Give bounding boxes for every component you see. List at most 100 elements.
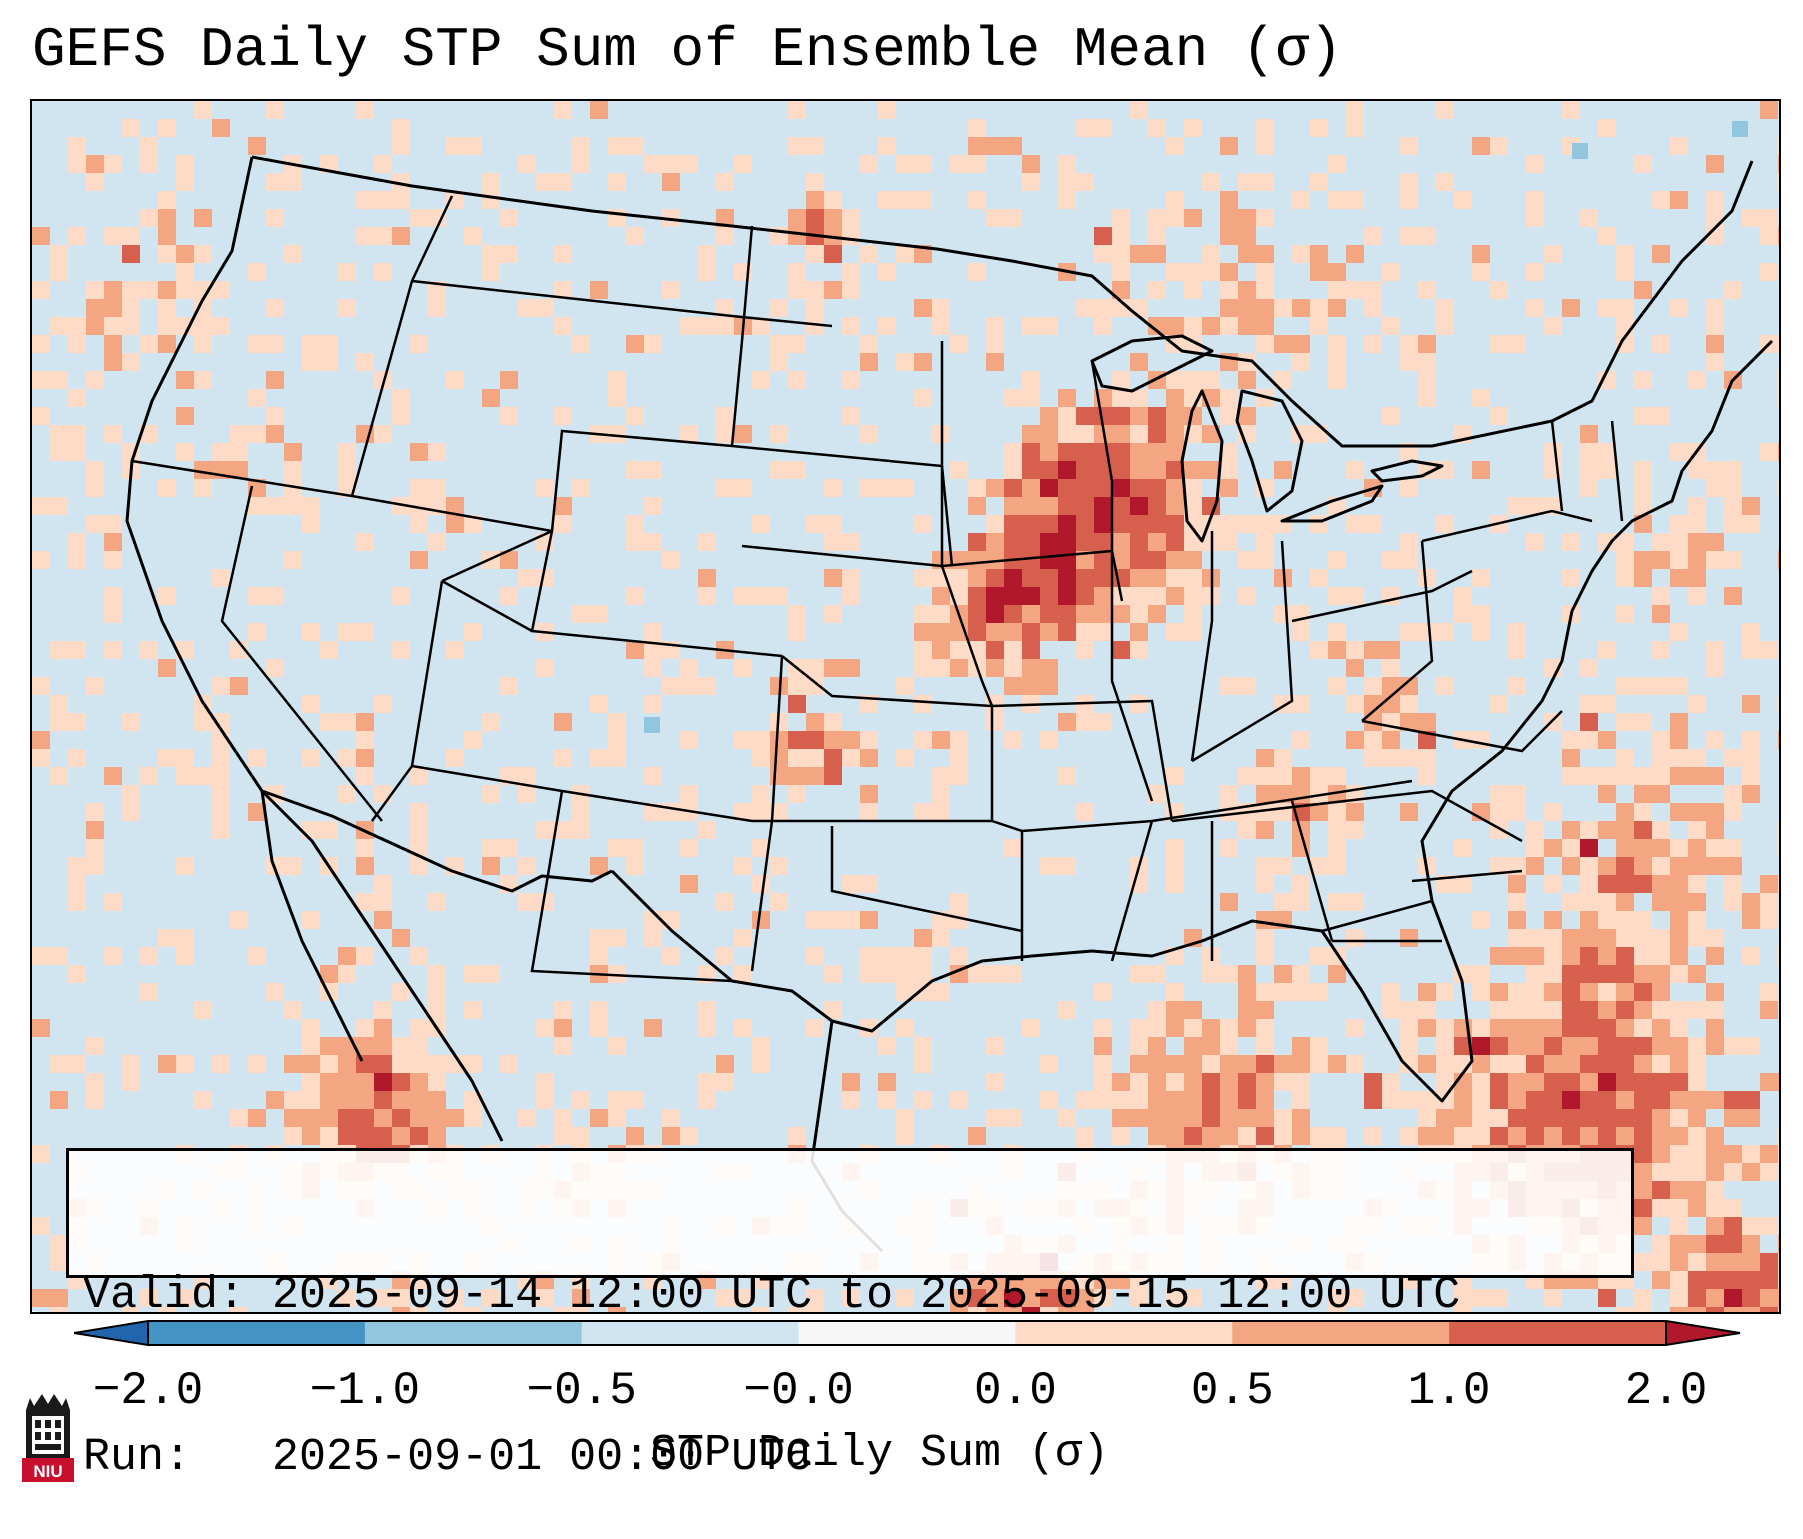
anomaly-pixel	[1184, 209, 1202, 227]
anomaly-pixel	[1670, 1019, 1688, 1037]
anomaly-pixel	[338, 965, 356, 983]
anomaly-pixel	[392, 119, 410, 137]
anomaly-pixel	[392, 1055, 410, 1073]
anomaly-pixel	[806, 1307, 824, 1312]
anomaly-pixel	[1004, 587, 1022, 605]
anomaly-pixel	[1274, 1109, 1292, 1127]
anomaly-pixel	[1022, 155, 1040, 173]
anomaly-pixel	[1382, 317, 1400, 335]
anomaly-pixel	[932, 731, 950, 749]
anomaly-pixel	[122, 785, 140, 803]
anomaly-pixel	[1562, 1001, 1580, 1019]
anomaly-pixel	[1688, 1091, 1706, 1109]
anomaly-pixel	[1670, 929, 1688, 947]
anomaly-pixel	[1616, 875, 1634, 893]
anomaly-pixel	[1310, 785, 1328, 803]
anomaly-pixel	[896, 947, 914, 965]
anomaly-pixel	[176, 749, 194, 767]
anomaly-pixel	[554, 749, 572, 767]
anomaly-pixel	[860, 947, 878, 965]
anomaly-pixel	[1256, 857, 1274, 875]
anomaly-pixel	[1670, 1109, 1688, 1127]
anomaly-pixel	[824, 1001, 842, 1019]
anomaly-pixel	[914, 695, 932, 713]
anomaly-pixel	[428, 443, 446, 461]
anomaly-pixel	[356, 623, 374, 641]
anomaly-pixel	[1652, 1163, 1670, 1181]
anomaly-pixel	[356, 101, 374, 119]
chart-title: GEFS Daily STP Sum of Ensemble Mean (σ)	[32, 18, 1343, 82]
anomaly-pixel	[554, 1127, 572, 1145]
anomaly-pixel	[50, 1307, 68, 1312]
anomaly-pixel	[608, 137, 626, 155]
anomaly-pixel	[68, 713, 86, 731]
anomaly-pixel	[1076, 1307, 1094, 1312]
anomaly-pixel	[716, 1073, 734, 1091]
anomaly-pixel	[1724, 497, 1742, 515]
anomaly-pixel	[1292, 767, 1310, 785]
anomaly-pixel	[1472, 731, 1490, 749]
anomaly-pixel	[896, 191, 914, 209]
anomaly-pixel	[86, 281, 104, 299]
anomaly-pixel	[68, 875, 86, 893]
anomaly-pixel	[1688, 1145, 1706, 1163]
anomaly-pixel	[1742, 1145, 1760, 1163]
anomaly-pixel	[608, 929, 626, 947]
anomaly-pixel	[446, 371, 464, 389]
anomaly-pixel	[1688, 1037, 1706, 1055]
anomaly-pixel	[1202, 1127, 1220, 1145]
anomaly-pixel	[482, 263, 500, 281]
anomaly-pixel	[1526, 821, 1544, 839]
anomaly-pixel	[1598, 983, 1616, 1001]
anomaly-pixel	[158, 659, 176, 677]
anomaly-pixel	[1022, 515, 1040, 533]
anomaly-pixel	[1580, 659, 1598, 677]
anomaly-pixel	[1526, 497, 1544, 515]
anomaly-pixel	[1634, 857, 1652, 875]
anomaly-pixel	[1436, 101, 1454, 119]
anomaly-pixel	[1184, 551, 1202, 569]
anomaly-pixel	[1526, 839, 1544, 857]
anomaly-pixel	[248, 1109, 266, 1127]
anomaly-pixel	[1472, 263, 1490, 281]
anomaly-pixel	[806, 1289, 824, 1307]
anomaly-pixel	[644, 533, 662, 551]
anomaly-pixel	[1310, 515, 1328, 533]
anomaly-pixel	[212, 317, 230, 335]
anomaly-pixel	[1256, 1037, 1274, 1055]
anomaly-pixel	[1076, 443, 1094, 461]
anomaly-pixel	[842, 587, 860, 605]
anomaly-pixel	[500, 245, 518, 263]
anomaly-pixel	[122, 713, 140, 731]
anomaly-pixel	[284, 1055, 302, 1073]
anomaly-pixel	[1670, 1055, 1688, 1073]
anomaly-pixel	[1058, 407, 1076, 425]
anomaly-pixel	[1166, 407, 1184, 425]
anomaly-pixel	[1670, 749, 1688, 767]
anomaly-pixel	[806, 245, 824, 263]
anomaly-pixel	[1634, 947, 1652, 965]
anomaly-pixel	[266, 371, 284, 389]
anomaly-pixel	[410, 947, 428, 965]
anomaly-pixel	[1418, 749, 1436, 767]
anomaly-pixel	[410, 209, 428, 227]
anomaly-pixel	[1742, 1253, 1760, 1271]
anomaly-pixel	[1274, 857, 1292, 875]
anomaly-pixel	[860, 803, 878, 821]
anomaly-pixel	[1562, 929, 1580, 947]
anomaly-pixel	[464, 227, 482, 245]
anomaly-pixel	[1184, 1055, 1202, 1073]
anomaly-pixel	[1634, 371, 1652, 389]
anomaly-pixel	[1652, 785, 1670, 803]
anomaly-pixel	[1166, 767, 1184, 785]
anomaly-pixel	[1670, 1217, 1688, 1235]
anomaly-pixel	[1184, 1091, 1202, 1109]
anomaly-pixel	[86, 677, 104, 695]
anomaly-pixel	[1022, 317, 1040, 335]
anomaly-pixel	[1634, 1217, 1652, 1235]
anomaly-pixel	[1418, 371, 1436, 389]
anomaly-pixel	[1058, 173, 1076, 191]
anomaly-pixel	[158, 335, 176, 353]
anomaly-pixel	[320, 1127, 338, 1145]
anomaly-pixel	[1724, 875, 1742, 893]
